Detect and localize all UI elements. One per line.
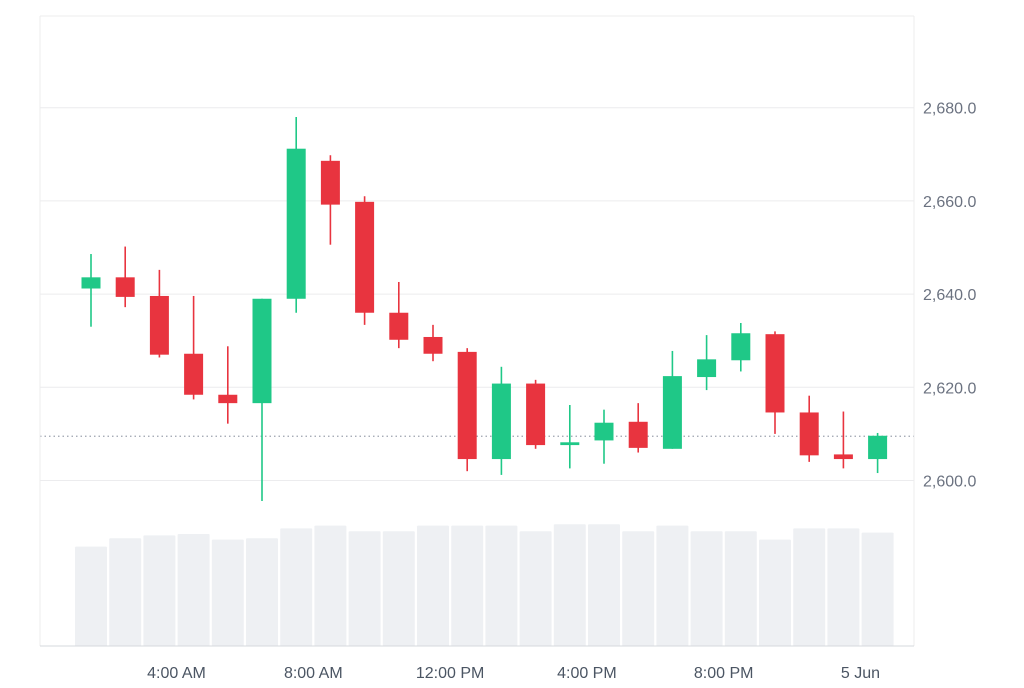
candle-down: [833, 411, 853, 469]
grid: [40, 107, 914, 481]
candle-body: [286, 148, 306, 299]
volume-bar: [314, 525, 347, 646]
candle-body: [457, 351, 477, 460]
candle-body: [423, 336, 443, 354]
candle-body: [594, 422, 614, 441]
volume-bar: [109, 538, 142, 646]
candle-up: [594, 409, 614, 464]
y-tick-label: 2,600.0: [923, 474, 976, 491]
candle-up: [697, 335, 717, 391]
y-axis-ticks: 2,600.0 2,620.0 2,640.0 2,660.0 2,680.0: [923, 101, 976, 491]
volume-bar: [553, 524, 586, 646]
volume-bar: [246, 538, 278, 646]
volume-bar: [485, 525, 518, 646]
x-axis-ticks: 4:00 AM 8:00 AM 12:00 PM 4:00 PM 8:00 PM 5 Ju…: [147, 665, 880, 682]
candle-down: [457, 348, 477, 472]
volume-bar: [724, 531, 757, 646]
candle-down: [389, 281, 409, 349]
candle-down: [184, 295, 204, 400]
candle-down: [765, 331, 785, 434]
volume-bar: [143, 535, 176, 646]
x-tick-label: 8:00 PM: [694, 665, 754, 682]
x-tick-label: 8:00 AM: [284, 665, 343, 682]
x-tick-label: 5 Jun: [841, 665, 880, 682]
candle-body: [218, 394, 238, 404]
candle-body: [389, 312, 409, 340]
volume-bar: [382, 531, 415, 646]
y-tick-label: 2,680.0: [923, 101, 976, 118]
candle-body: [355, 201, 375, 313]
volume-bar: [177, 534, 210, 646]
candle-down: [115, 246, 135, 308]
volume-bar: [690, 531, 723, 646]
candle-body: [252, 298, 272, 404]
y-tick-label: 2,660.0: [923, 194, 976, 211]
volume-bar: [280, 528, 313, 646]
x-tick-label: 4:00 PM: [557, 665, 617, 682]
volume-bar: [656, 525, 689, 646]
candle-body: [320, 160, 340, 205]
candle-body: [697, 359, 717, 378]
volume-bars: [75, 524, 894, 646]
volume-bar: [417, 525, 449, 646]
candle-up: [252, 298, 272, 502]
volume-bar: [348, 531, 381, 646]
volume-bar: [451, 525, 484, 646]
volume-bar: [519, 531, 552, 646]
candle-body: [149, 295, 169, 355]
candle-down: [628, 403, 648, 453]
candle-up: [662, 350, 682, 449]
x-tick-label: 4:00 AM: [147, 665, 206, 682]
candle-up: [491, 366, 511, 475]
x-tick-label: 12:00 PM: [416, 665, 484, 682]
candle-body: [115, 277, 135, 297]
volume-bar: [759, 539, 791, 646]
candle-body: [628, 421, 648, 448]
candles: [81, 117, 888, 502]
volume-bar: [211, 539, 244, 646]
candle-down: [149, 269, 169, 358]
volume-bar: [588, 524, 620, 646]
candle-body: [731, 333, 751, 361]
candle-down: [355, 196, 375, 325]
candle-body: [491, 383, 511, 460]
volume-bar: [75, 546, 107, 646]
y-tick-label: 2,620.0: [923, 380, 976, 397]
candle-down: [218, 346, 238, 424]
candle-body: [799, 412, 819, 456]
candle-up: [731, 322, 751, 372]
candle-body: [526, 383, 546, 446]
candle-body: [765, 334, 785, 413]
candle-body: [81, 277, 101, 289]
candle-body: [184, 353, 204, 395]
candle-up: [81, 254, 101, 327]
candle-body: [662, 376, 682, 449]
candle-body: [868, 435, 888, 460]
y-tick-label: 2,640.0: [923, 287, 976, 304]
candle-body: [833, 454, 853, 460]
volume-bar: [622, 531, 655, 646]
volume-bar: [793, 528, 826, 646]
volume-bar: [827, 528, 860, 646]
candle-down: [320, 155, 340, 245]
candle-down: [423, 324, 443, 362]
candle-up: [286, 117, 306, 313]
candle-body: [560, 442, 580, 446]
candle-up: [560, 405, 580, 469]
candle-down: [799, 395, 819, 462]
candle-down: [526, 379, 546, 449]
volume-bar: [861, 532, 894, 646]
plot-frame: [39, 15, 915, 647]
candle-up: [868, 432, 888, 474]
